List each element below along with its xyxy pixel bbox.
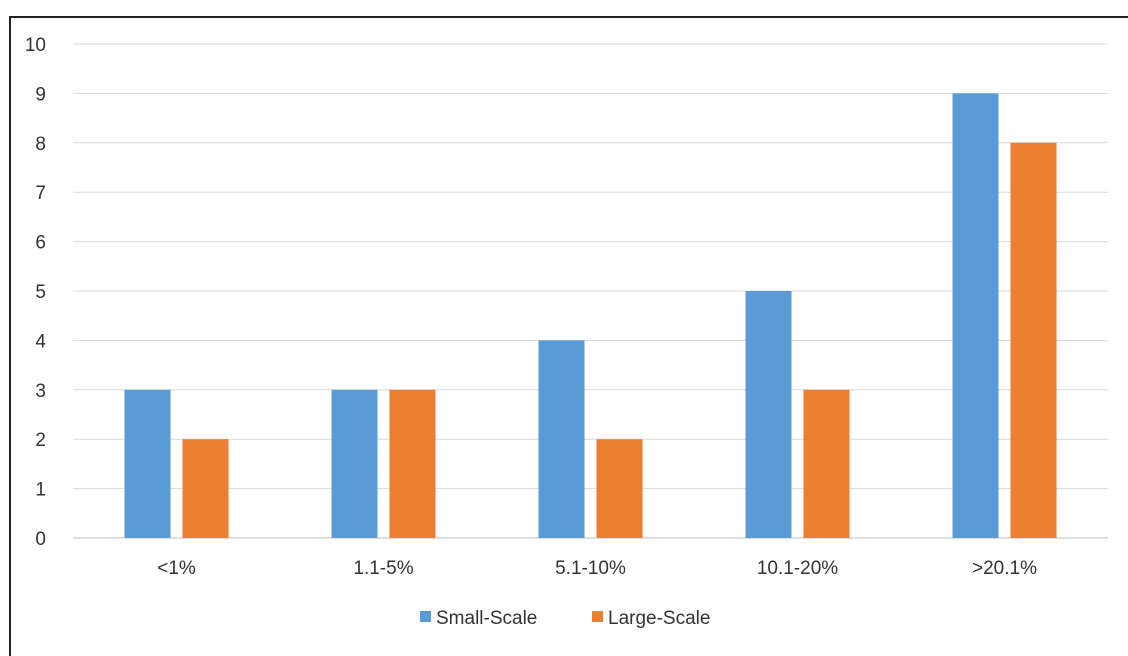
x-tick-label: >20.1% (972, 558, 1037, 579)
x-tick-label: 10.1-20% (757, 558, 838, 579)
y-tick-label: 3 (35, 381, 46, 402)
bars (124, 93, 1057, 539)
legend: Small-Scale Large-Scale (420, 608, 710, 629)
y-tick-label: 10 (25, 35, 46, 56)
legend-swatch-large-scale (592, 611, 603, 622)
bar-large-scale-4 (1010, 142, 1057, 539)
y-tick-label: 9 (35, 84, 46, 105)
legend-swatch-small-scale (420, 611, 431, 622)
bar-large-scale-2 (596, 439, 643, 538)
bar-large-scale-0 (182, 439, 229, 538)
x-tick-label: 5.1-10% (555, 558, 626, 579)
gridlines (73, 43, 1108, 539)
chart-frame (9, 16, 1128, 656)
x-tick-label: 1.1-5% (353, 558, 413, 579)
x-axis: <1% 1.1-5% 5.1-10% 10.1-20% >20.1% (157, 558, 1037, 579)
bar-small-scale-4 (952, 93, 999, 539)
x-tick-label: <1% (157, 558, 196, 579)
bar-large-scale-3 (803, 389, 850, 538)
y-axis: 0 1 2 3 4 5 6 7 8 9 10 (25, 35, 47, 550)
bar-small-scale-2 (538, 340, 585, 538)
bar-small-scale-3 (745, 291, 792, 538)
legend-label: Small-Scale (436, 608, 537, 629)
y-tick-label: 5 (35, 282, 46, 303)
y-tick-label: 0 (35, 529, 46, 550)
y-tick-label: 8 (35, 134, 46, 155)
y-tick-label: 6 (35, 233, 46, 254)
legend-label: Large-Scale (608, 608, 710, 629)
bar-small-scale-1 (331, 389, 378, 538)
y-tick-label: 1 (35, 480, 46, 501)
y-tick-label: 2 (35, 430, 46, 451)
bar-small-scale-0 (124, 389, 171, 538)
bar-large-scale-1 (389, 389, 436, 538)
y-tick-label: 4 (35, 331, 46, 352)
y-tick-label: 7 (35, 183, 46, 204)
